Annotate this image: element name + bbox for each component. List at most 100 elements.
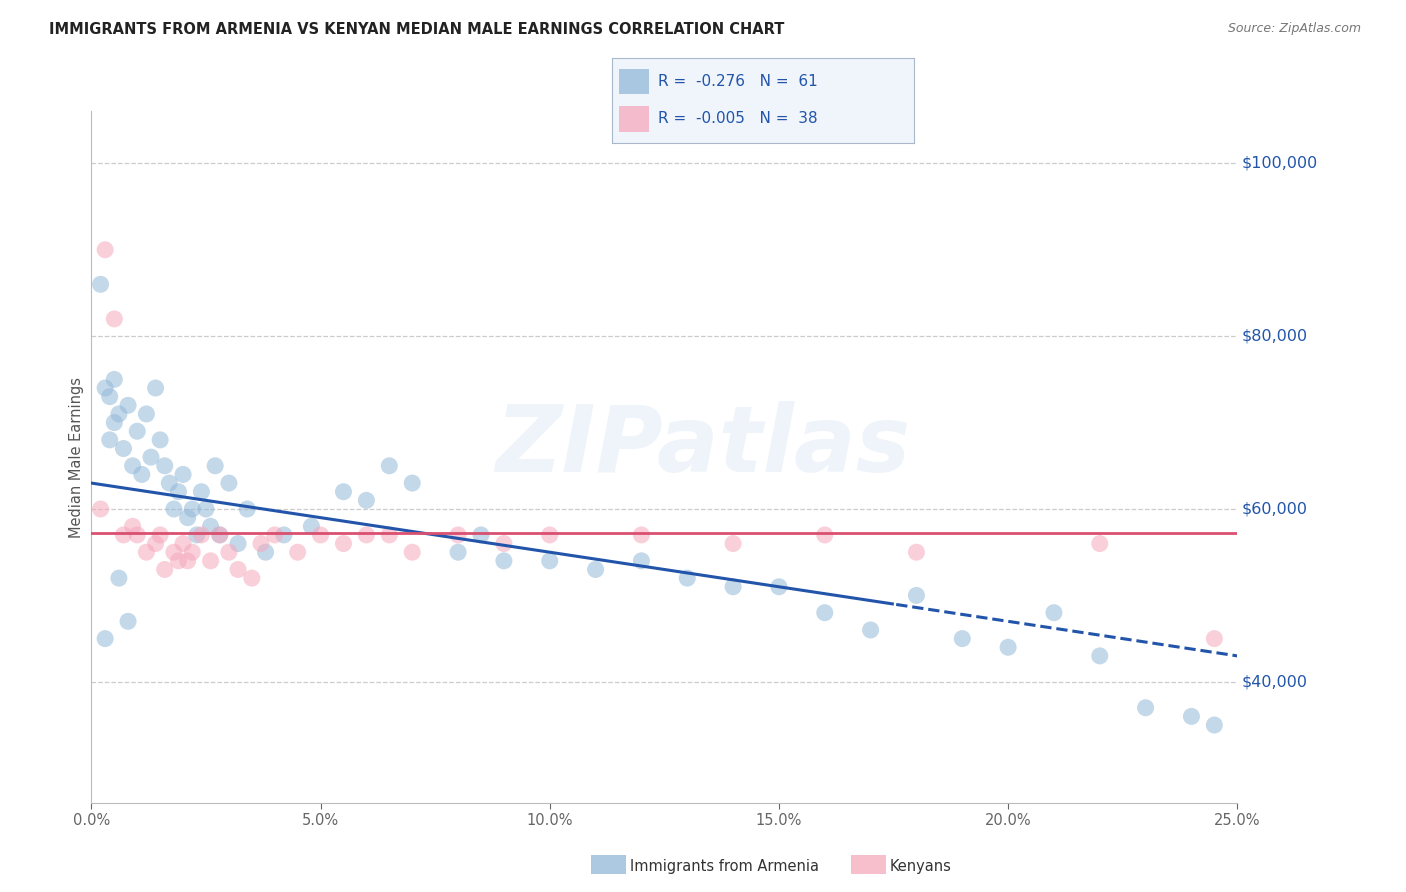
Point (117, 615, 139, 629)
Point (1135, 700, 1157, 714)
Point (997, 640, 1019, 655)
Point (98, 390, 121, 404)
Point (90, 502, 112, 516)
Point (630, 554, 652, 568)
Point (356, 493, 378, 508)
Point (194, 502, 217, 516)
Point (905, 545, 928, 559)
Point (186, 528, 208, 542)
Point (814, 606, 837, 620)
Point (135, 545, 157, 559)
Text: ZIPatlas: ZIPatlas (495, 401, 911, 491)
Text: Source: ZipAtlas.com: Source: ZipAtlas.com (1227, 22, 1361, 36)
Point (218, 476, 240, 491)
Point (94, 632, 117, 646)
Point (1088, 536, 1111, 550)
Point (181, 545, 204, 559)
Point (263, 528, 285, 542)
Point (630, 528, 652, 542)
Point (127, 528, 149, 542)
Point (905, 589, 928, 603)
Point (112, 528, 135, 542)
Point (157, 476, 180, 491)
Point (172, 467, 194, 482)
Point (538, 528, 561, 542)
Point (121, 519, 143, 533)
Point (167, 554, 190, 568)
Point (236, 502, 259, 516)
Point (226, 562, 249, 576)
Point (208, 528, 231, 542)
Point (181, 502, 204, 516)
Point (250, 536, 273, 550)
Point (94, 243, 117, 257)
Point (401, 545, 423, 559)
Point (1204, 718, 1226, 732)
Text: Kenyans: Kenyans (890, 859, 952, 873)
Text: R =  -0.005   N =  38: R = -0.005 N = 38 (658, 112, 818, 127)
Point (721, 536, 744, 550)
Point (676, 571, 699, 585)
Point (121, 458, 143, 473)
Point (814, 528, 837, 542)
Point (200, 519, 222, 533)
Point (254, 545, 277, 559)
Point (1180, 709, 1202, 723)
Point (190, 528, 212, 542)
Point (131, 467, 153, 482)
Point (356, 528, 378, 542)
Point (163, 545, 186, 559)
Point (108, 407, 131, 421)
Point (103, 312, 125, 326)
Point (98, 433, 121, 447)
Text: $80,000: $80,000 (1241, 328, 1308, 343)
Point (538, 554, 561, 568)
Point (332, 484, 354, 499)
Point (103, 416, 125, 430)
Point (135, 407, 157, 421)
Point (94, 381, 117, 395)
Text: IMMIGRANTS FROM ARMENIA VS KENYAN MEDIAN MALE EARNINGS CORRELATION CHART: IMMIGRANTS FROM ARMENIA VS KENYAN MEDIAN… (49, 22, 785, 37)
Text: R =  -0.276   N =  61: R = -0.276 N = 61 (658, 74, 818, 89)
Bar (619, 106, 650, 132)
Point (768, 580, 790, 594)
Point (208, 528, 231, 542)
Point (1088, 648, 1111, 663)
Point (108, 571, 131, 585)
Point (112, 442, 135, 456)
Point (127, 424, 149, 438)
Point (139, 450, 162, 464)
Point (1043, 606, 1066, 620)
Point (309, 528, 332, 542)
Point (149, 528, 172, 542)
Point (163, 502, 186, 516)
Text: Immigrants from Armenia: Immigrants from Armenia (630, 859, 818, 873)
Point (332, 536, 354, 550)
Point (721, 580, 744, 594)
Text: $40,000: $40,000 (1241, 674, 1308, 690)
Point (470, 528, 492, 542)
Point (492, 536, 515, 550)
Y-axis label: Median Male Earnings: Median Male Earnings (69, 376, 84, 538)
Text: $100,000: $100,000 (1241, 156, 1317, 171)
Point (172, 536, 194, 550)
Point (90, 277, 112, 292)
Point (950, 632, 973, 646)
Point (585, 562, 607, 576)
Point (153, 562, 176, 576)
Point (378, 458, 401, 473)
Point (401, 476, 423, 491)
Point (103, 372, 125, 386)
Point (378, 528, 401, 542)
Point (287, 545, 309, 559)
Point (859, 623, 882, 637)
Point (218, 545, 240, 559)
Bar (619, 69, 650, 95)
Point (190, 484, 212, 499)
Point (117, 398, 139, 412)
Point (273, 528, 295, 542)
Point (145, 536, 167, 550)
Point (200, 554, 222, 568)
Point (447, 545, 470, 559)
Point (176, 510, 198, 524)
